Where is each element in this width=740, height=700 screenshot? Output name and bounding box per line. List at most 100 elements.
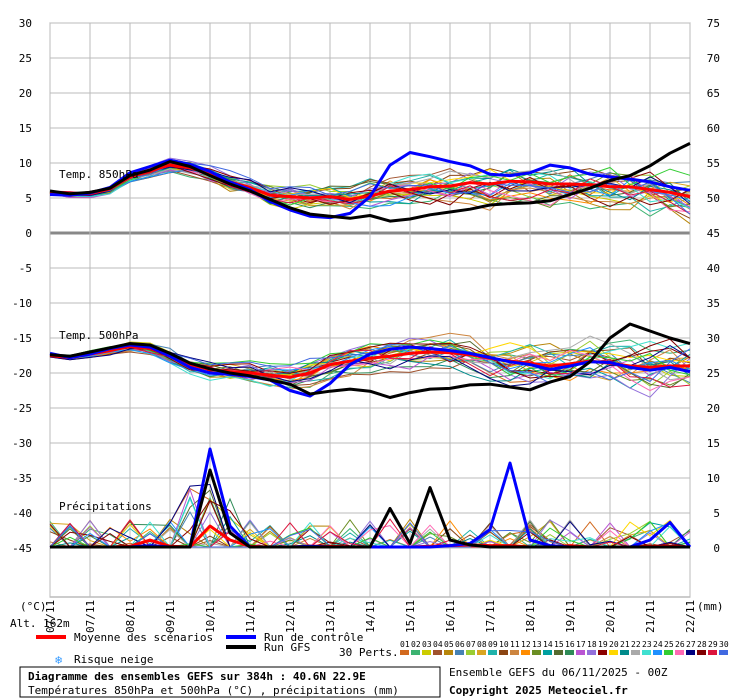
pert-id-label: 22: [631, 640, 641, 649]
pert-swatch: [675, 650, 684, 655]
legend-gfs-label: Run GFS: [264, 641, 310, 654]
legend-mean-label: Moyenne des scénarios: [74, 631, 213, 644]
pert-swatch: [719, 650, 728, 655]
pert-swatch: [642, 650, 651, 655]
pert-swatch: [532, 650, 541, 655]
x-tick-label: 19/11: [564, 600, 577, 633]
right-tick-label: 60: [707, 122, 720, 135]
pert-swatch: [510, 650, 519, 655]
x-tick-label: 12/11: [284, 600, 297, 633]
left-tick-label: 25: [19, 52, 32, 65]
right-tick-label: 30: [707, 332, 720, 345]
pert-swatch: [565, 650, 574, 655]
pert-id-label: 10: [499, 640, 509, 649]
pert-id-label: 24: [653, 640, 663, 649]
pert-swatch: [543, 650, 552, 655]
pert-swatch: [411, 650, 420, 655]
legend-snow-label: Risque neige: [74, 653, 153, 666]
right-tick-label: 25: [707, 367, 720, 380]
right-tick-label: 35: [707, 297, 720, 310]
pert-swatch: [521, 650, 530, 655]
pert-swatch: [422, 650, 431, 655]
series-line-4: [49, 343, 691, 398]
pert-id-label: 18: [587, 640, 597, 649]
pert-swatch: [576, 650, 585, 655]
pert-id-label: 14: [543, 640, 553, 649]
right-tick-label: 70: [707, 52, 720, 65]
right-tick-label: 75: [707, 17, 720, 30]
pert-swatch: [598, 650, 607, 655]
x-tick-label: 21/11: [644, 600, 657, 633]
series-line-7: [49, 322, 691, 399]
copyright: Copyright 2025 Meteociel.fr: [449, 684, 628, 697]
pert-id-label: 02: [411, 640, 421, 649]
pert-id-label: 03: [422, 640, 432, 649]
left-tick-label: 15: [19, 122, 32, 135]
x-axis-ticks: 07/11 07/11 08/11 09/11 10/11 11/11 12/11 13/11…: [44, 600, 697, 633]
left-tick-label: -35: [12, 472, 32, 485]
pert-id-label: 08: [477, 640, 487, 649]
pert-id-label: 17: [576, 640, 586, 649]
left-tick-label: -5: [19, 262, 32, 275]
legend-perts-label: 30 Perts.: [339, 646, 399, 659]
pert-id-label: 26: [675, 640, 685, 649]
left-axis-unit: (°C): [20, 600, 47, 613]
altitude-label: Alt. 162m: [10, 617, 70, 630]
left-tick-label: -30: [12, 437, 32, 450]
pert-id-label: 15: [554, 640, 564, 649]
right-tick-label: 10: [707, 472, 720, 485]
pert-id-label: 20: [609, 640, 619, 649]
x-tick-label: 13/11: [324, 600, 337, 633]
left-tick-label: -45: [12, 542, 32, 555]
pert-swatch: [697, 650, 706, 655]
pert-swatch: [444, 650, 453, 655]
panel-label-precip: Précipitations: [59, 500, 152, 513]
pert-id-label: 06: [455, 640, 465, 649]
left-tick-label: 10: [19, 157, 32, 170]
right-tick-label: 50: [707, 192, 720, 205]
info-box: [19, 666, 441, 698]
pert-legend: 01 02 03 04 05 06 07 08 09 10 11 12 13 14 15 16 17 18 19 20…: [400, 640, 729, 655]
pert-id-label: 30: [719, 640, 729, 649]
right-axis-unit: (mm): [697, 600, 724, 613]
left-tick-label: -25: [12, 402, 32, 415]
left-tick-label: -15: [12, 332, 32, 345]
pert-id-label: 09: [488, 640, 498, 649]
series-line-6: [49, 142, 691, 223]
pert-id-label: 05: [444, 640, 454, 649]
pert-id-label: 21: [620, 640, 630, 649]
pert-id-label: 11: [510, 640, 520, 649]
pert-swatch: [609, 650, 618, 655]
pert-swatch: [631, 650, 640, 655]
pert-swatch: [708, 650, 717, 655]
x-tick-label: 16/11: [444, 600, 457, 633]
pert-id-label: 27: [686, 640, 696, 649]
ensemble-member-precip: [50, 497, 691, 548]
pert-id-label: 28: [697, 640, 707, 649]
left-tick-label: 30: [19, 17, 32, 30]
pert-id-label: 19: [598, 640, 608, 649]
pert-id-label: 01: [400, 640, 410, 649]
x-tick-label: 18/11: [524, 600, 537, 633]
pert-id-label: 04: [433, 640, 443, 649]
x-tick-label: 09/11: [164, 600, 177, 633]
right-tick-label: 40: [707, 262, 720, 275]
x-tick-label: 15/11: [404, 600, 417, 633]
x-tick-label: 14/11: [364, 600, 377, 633]
left-tick-label: -10: [12, 297, 32, 310]
pert-swatch: [488, 650, 497, 655]
left-tick-label: 0: [25, 227, 32, 240]
pert-id-label: 13: [532, 640, 542, 649]
main-series: [49, 142, 692, 549]
right-tick-label: 0: [713, 542, 720, 555]
panel-label-500: Temp. 500hPa: [59, 329, 138, 342]
right-tick-label: 65: [707, 87, 720, 100]
pert-swatch: [455, 650, 464, 655]
x-tick-label: 07/11: [84, 600, 97, 633]
x-tick-label: 22/11: [684, 600, 697, 633]
pert-swatch: [686, 650, 695, 655]
right-tick-label: 45: [707, 227, 720, 240]
pert-swatch: [620, 650, 629, 655]
